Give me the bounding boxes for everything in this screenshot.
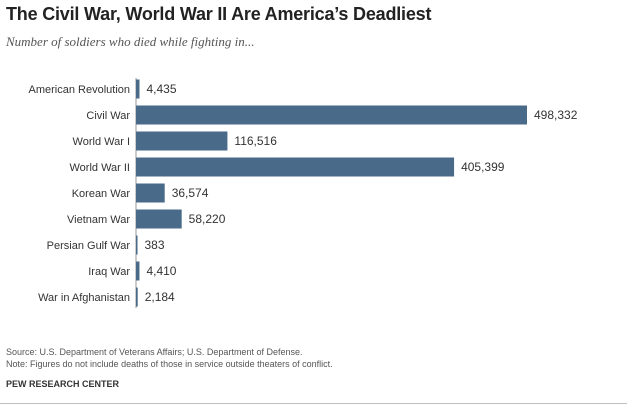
category-label-world-war-i: World War I <box>73 136 130 148</box>
value-label-world-war-ii: 405,399 <box>461 160 505 174</box>
value-label-vietnam-war: 58,220 <box>189 212 226 226</box>
bar-korean-war <box>136 183 165 203</box>
category-label-persian-gulf-war: Persian Gulf War <box>47 240 131 252</box>
source-note: Source: U.S. Department of Veterans Affa… <box>6 346 333 370</box>
note-text: Note: Figures do not include deaths of t… <box>6 359 333 369</box>
bar-chart: American Revolution 4,435 Civil War 498,332… <box>29 78 578 308</box>
category-label-iraq-war: Iraq War <box>88 266 130 278</box>
chart-subtitle: Number of soldiers who died while fighti… <box>6 34 255 49</box>
bar-world-war-ii <box>136 157 455 177</box>
value-label-war-in-afghanistan: 2,184 <box>145 290 175 304</box>
bar-world-war-i <box>136 131 228 151</box>
value-label-world-war-i: 116,516 <box>234 134 277 148</box>
value-label-civil-war: 498,332 <box>534 108 578 122</box>
category-label-world-war-ii: World War II <box>69 162 130 174</box>
category-label-civil-war: Civil War <box>86 110 130 122</box>
bar-persian-gulf-war <box>136 235 138 255</box>
bar-vietnam-war <box>136 209 182 229</box>
brand-logo-text: PEW RESEARCH CENTER <box>6 379 120 389</box>
category-label-korean-war: Korean War <box>72 188 131 200</box>
value-label-persian-gulf-war: 383 <box>145 238 165 252</box>
category-label-american-revolution: American Revolution <box>29 84 131 96</box>
bars-layer: American Revolution 4,435 Civil War 498,332… <box>29 78 578 308</box>
value-label-american-revolution: 4,435 <box>146 82 176 96</box>
bar-iraq-war <box>136 261 140 281</box>
bar-american-revolution <box>136 79 140 99</box>
bar-civil-war <box>136 105 527 125</box>
category-label-vietnam-war: Vietnam War <box>67 214 130 226</box>
category-label-war-in-afghanistan: War in Afghanistan <box>38 292 130 304</box>
chart-title: The Civil War, World War II Are America’… <box>6 4 432 24</box>
source-text: Source: U.S. Department of Veterans Affa… <box>6 347 303 357</box>
bar-war-in-afghanistan <box>136 287 138 307</box>
value-label-korean-war: 36,574 <box>172 186 209 200</box>
value-label-iraq-war: 4,410 <box>146 264 176 278</box>
